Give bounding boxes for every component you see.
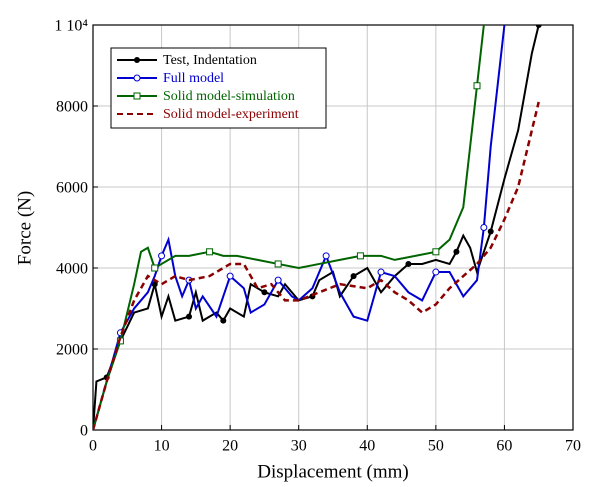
marker bbox=[453, 248, 460, 255]
y-axis-label: Force (N) bbox=[14, 191, 35, 265]
marker bbox=[151, 264, 159, 272]
x-tick-label: 30 bbox=[291, 438, 307, 455]
plot-frame bbox=[92, 24, 574, 431]
marker bbox=[274, 276, 282, 284]
y-tick-label: 1 10⁴ bbox=[54, 18, 88, 35]
x-tick-label: 20 bbox=[222, 438, 238, 455]
marker bbox=[432, 248, 440, 256]
legend-marker bbox=[133, 92, 141, 100]
y-tick-label: 8000 bbox=[56, 99, 88, 116]
x-tick-label: 0 bbox=[89, 438, 97, 455]
x-tick-label: 70 bbox=[565, 438, 581, 455]
legend-marker bbox=[133, 74, 141, 82]
marker bbox=[535, 25, 542, 28]
x-axis-label: Displacement (mm) bbox=[257, 461, 408, 482]
series-line bbox=[93, 25, 485, 430]
x-tick-label: 40 bbox=[359, 438, 375, 455]
y-tick-label: 4000 bbox=[56, 261, 88, 278]
marker bbox=[405, 260, 412, 267]
x-tick-label: 50 bbox=[428, 438, 444, 455]
legend-marker bbox=[134, 57, 140, 63]
legend-label: Solid model-experiment bbox=[163, 107, 299, 122]
marker bbox=[261, 289, 268, 296]
marker bbox=[158, 252, 166, 260]
marker bbox=[356, 252, 364, 260]
plot-area bbox=[93, 25, 542, 430]
marker bbox=[220, 317, 227, 324]
series-line bbox=[93, 101, 540, 430]
marker bbox=[377, 268, 385, 276]
legend-label: Full model bbox=[163, 71, 224, 86]
x-tick-label: 10 bbox=[154, 438, 170, 455]
x-tick-label: 60 bbox=[496, 438, 512, 455]
legend-label: Solid model-simulation bbox=[163, 89, 295, 104]
marker bbox=[186, 313, 192, 320]
legend-label: Test, Indentation bbox=[163, 53, 257, 68]
marker bbox=[206, 248, 214, 256]
y-tick-label: 6000 bbox=[56, 180, 88, 197]
marker bbox=[432, 268, 440, 276]
marker bbox=[322, 252, 330, 260]
legend-box bbox=[110, 47, 327, 129]
marker bbox=[226, 272, 234, 280]
marker bbox=[350, 273, 357, 280]
marker bbox=[274, 260, 282, 268]
marker bbox=[473, 82, 481, 90]
marker bbox=[480, 224, 488, 231]
marker bbox=[151, 281, 158, 288]
y-tick-label: 0 bbox=[80, 423, 88, 440]
marker bbox=[487, 228, 494, 235]
y-tick-label: 2000 bbox=[56, 342, 88, 359]
